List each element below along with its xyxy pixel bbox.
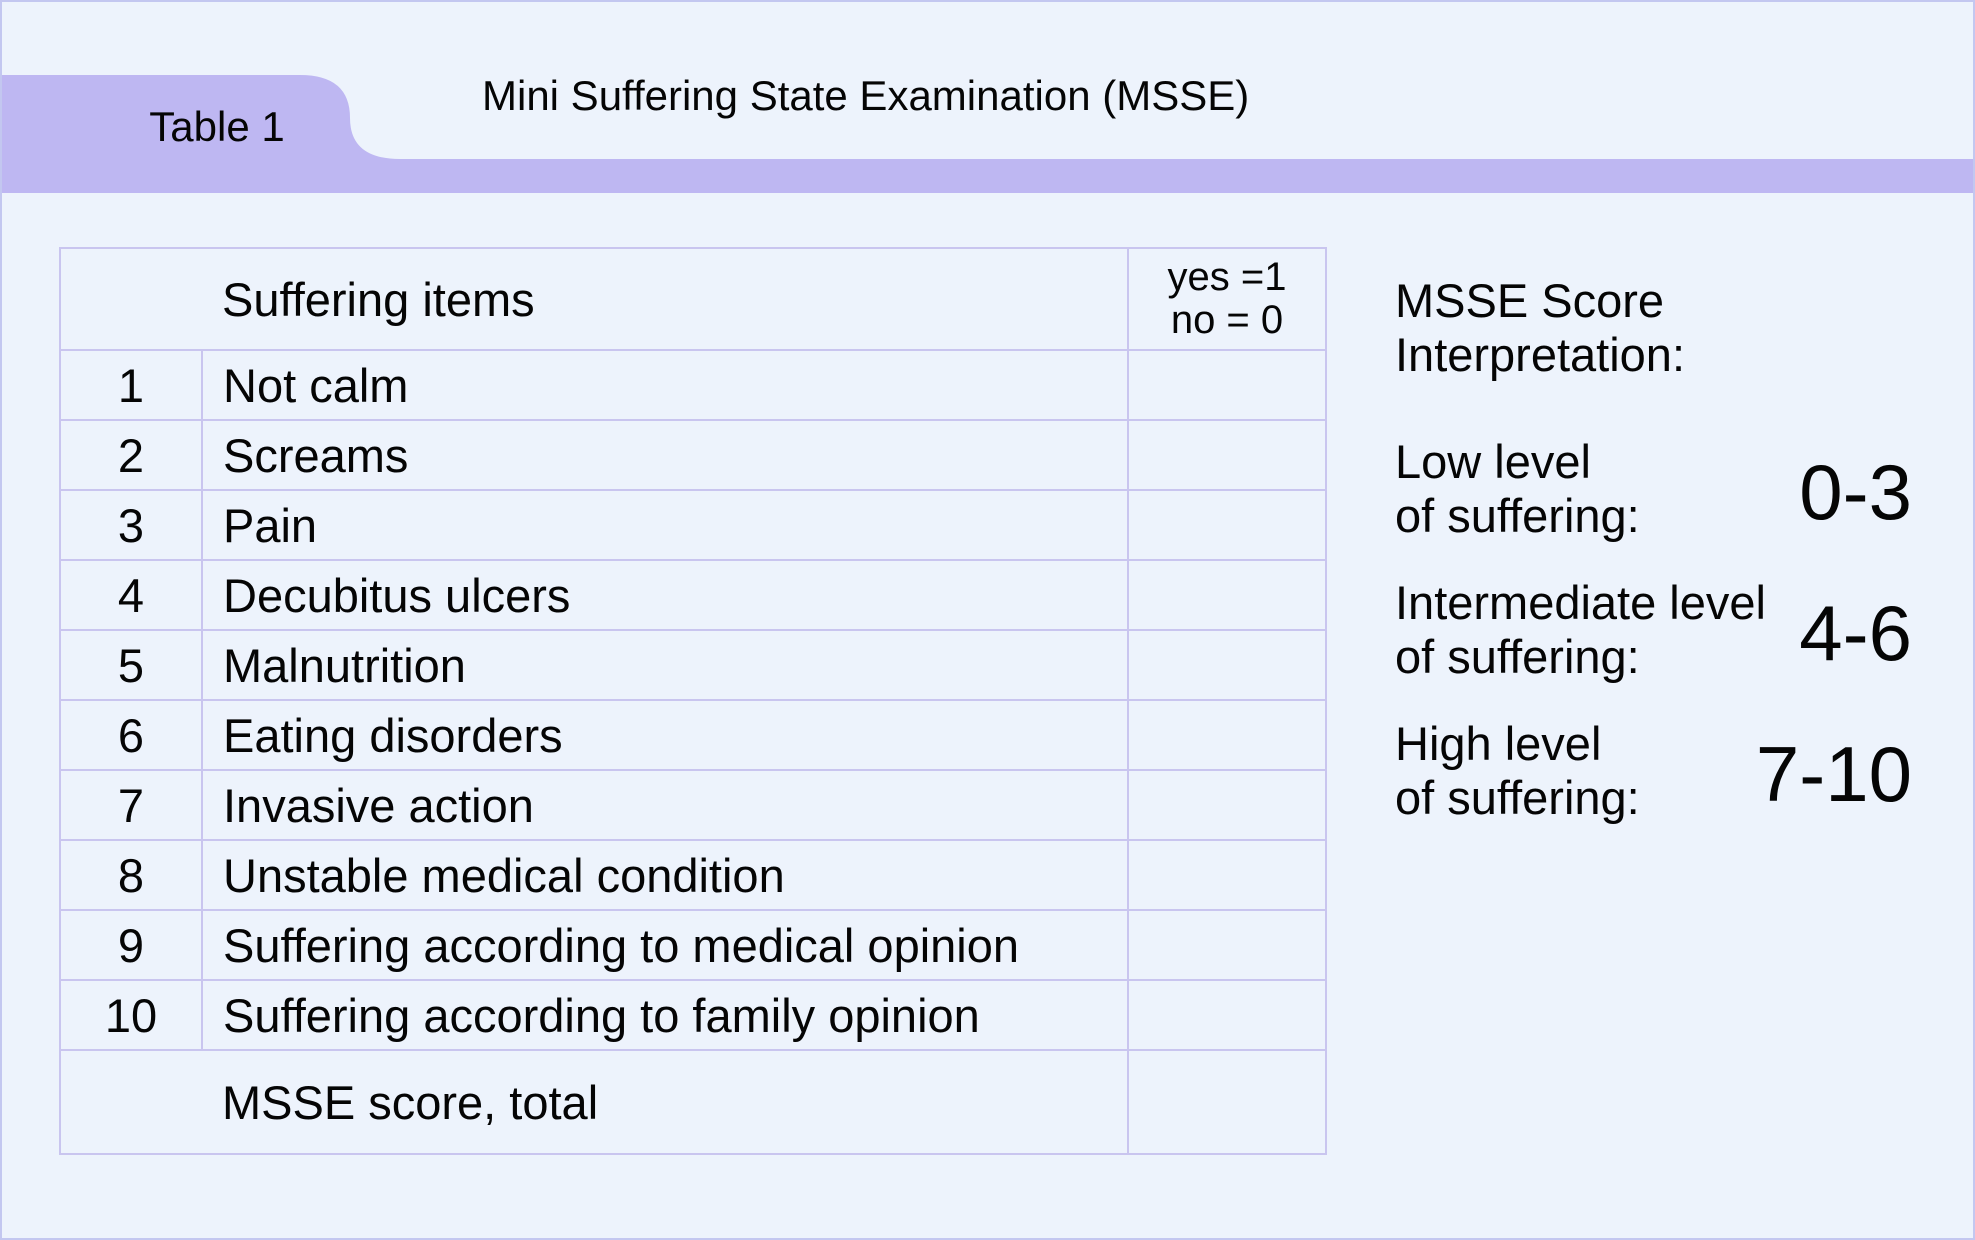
item-score-cell	[1127, 701, 1325, 769]
level-range: 7-10	[1755, 730, 1912, 818]
item-score-cell	[1127, 491, 1325, 559]
level-range: 0-3	[1799, 448, 1912, 536]
item-score-cell	[1127, 421, 1325, 489]
interpretation-title: MSSE Score Interpretation:	[1395, 274, 1686, 381]
item-label: Screams	[201, 421, 1127, 489]
item-number: 3	[117, 498, 145, 552]
item-label: Suffering according to family opinion	[201, 981, 1127, 1049]
item-number: 4	[117, 568, 145, 622]
item-label: Unstable medical condition	[201, 841, 1127, 909]
header-suffering-items-label: Suffering items	[222, 272, 535, 326]
item-number: 2	[117, 428, 145, 482]
header-tab-band-shape	[2, 75, 1973, 193]
table-total-row: MSSE score, total	[61, 1049, 1325, 1153]
total-score-cell	[1127, 1051, 1325, 1153]
table-row: 10 Suffering according to family opinion	[61, 979, 1325, 1049]
table-row: 7 Invasive action	[61, 769, 1325, 839]
table-row: 3 Pain	[61, 489, 1325, 559]
item-number: 9	[117, 918, 145, 972]
level-range: 4-6	[1799, 589, 1912, 677]
item-score-cell	[1127, 841, 1325, 909]
item-label: Malnutrition	[201, 631, 1127, 699]
table-row: 2 Screams	[61, 419, 1325, 489]
table-row: 8 Unstable medical condition	[61, 839, 1325, 909]
table-row: 4 Decubitus ulcers	[61, 559, 1325, 629]
header-suffering-items: Suffering items	[61, 249, 1127, 349]
item-label: Pain	[201, 491, 1127, 559]
item-label: Not calm	[201, 351, 1127, 419]
item-score-cell	[1127, 351, 1325, 419]
total-label-cell: MSSE score, total	[61, 1051, 1127, 1153]
item-number: 5	[117, 638, 145, 692]
item-number: 7	[117, 778, 145, 832]
table-body: 1 Not calm 2 Screams 3 Pain 4 Decubitus …	[61, 349, 1325, 1049]
item-number: 8	[117, 848, 145, 902]
item-label: Invasive action	[201, 771, 1127, 839]
interpretation-level: High level of suffering: 7-10	[1395, 717, 1912, 858]
level-label: Intermediate level of suffering:	[1395, 576, 1766, 683]
interpretation-level: Intermediate level of suffering: 4-6	[1395, 576, 1912, 717]
item-score-cell	[1127, 771, 1325, 839]
level-label: Low level of suffering:	[1395, 435, 1640, 542]
total-label: MSSE score, total	[222, 1075, 599, 1129]
table-row: 1 Not calm	[61, 349, 1325, 419]
msse-table: Suffering items yes =1 no = 0 1 Not calm…	[59, 247, 1327, 1155]
level-label: High level of suffering:	[1395, 717, 1640, 824]
item-number: 1	[117, 358, 145, 412]
interpretation-levels: Low level of suffering: 0-3 Intermediate…	[1395, 435, 1912, 858]
item-score-cell	[1127, 911, 1325, 979]
interpretation-level: Low level of suffering: 0-3	[1395, 435, 1912, 576]
item-number: 10	[104, 988, 158, 1042]
table-row: 9 Suffering according to medical opinion	[61, 909, 1325, 979]
item-label: Decubitus ulcers	[201, 561, 1127, 629]
table-number-label: Table 1	[149, 103, 285, 150]
table-header-row: Suffering items yes =1 no = 0	[61, 249, 1325, 349]
item-score-cell	[1127, 631, 1325, 699]
table-row: 5 Malnutrition	[61, 629, 1325, 699]
item-score-cell	[1127, 561, 1325, 629]
item-label: Eating disorders	[201, 701, 1127, 769]
item-label: Suffering according to medical opinion	[201, 911, 1127, 979]
table-row: 6 Eating disorders	[61, 699, 1325, 769]
header-score-key: yes =1 no = 0	[1127, 249, 1325, 349]
page-title: Mini Suffering State Examination (MSSE)	[482, 72, 1250, 119]
item-number: 6	[117, 708, 145, 762]
item-score-cell	[1127, 981, 1325, 1049]
